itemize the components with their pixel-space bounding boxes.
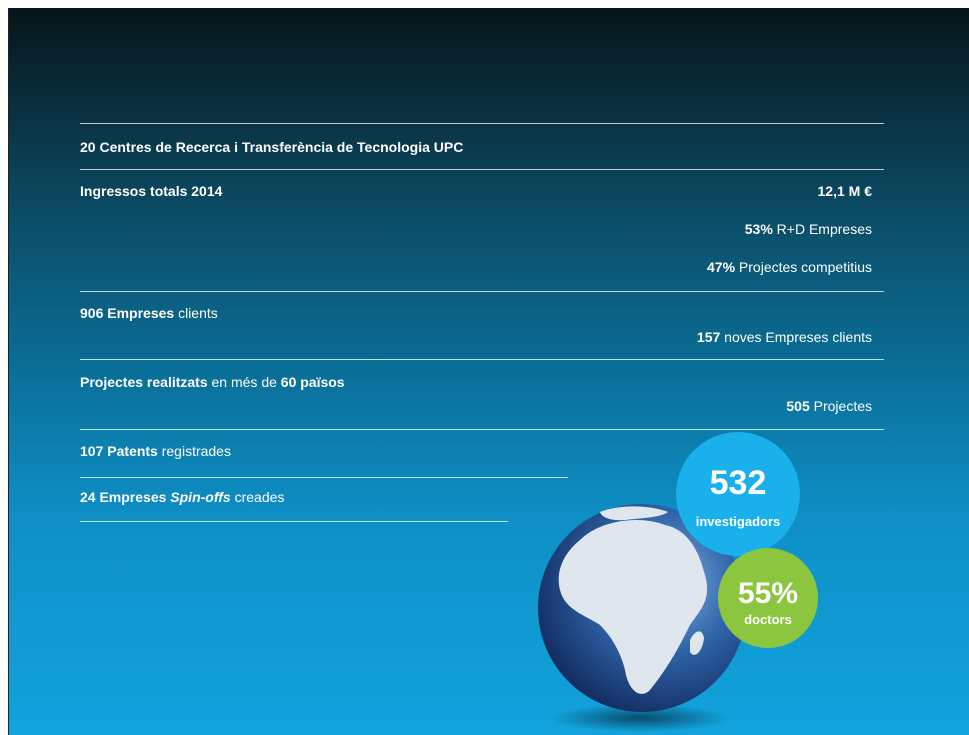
badge-value: 532 — [710, 464, 767, 502]
badge-value: 55% — [738, 577, 798, 610]
globe-graphic: 532 investigadors 55% doctors — [0, 0, 969, 735]
page: 20 Centres de Recerca i Transferència de… — [0, 0, 969, 735]
badge-label: investigadors — [696, 514, 781, 529]
badge-label: doctors — [744, 612, 792, 627]
